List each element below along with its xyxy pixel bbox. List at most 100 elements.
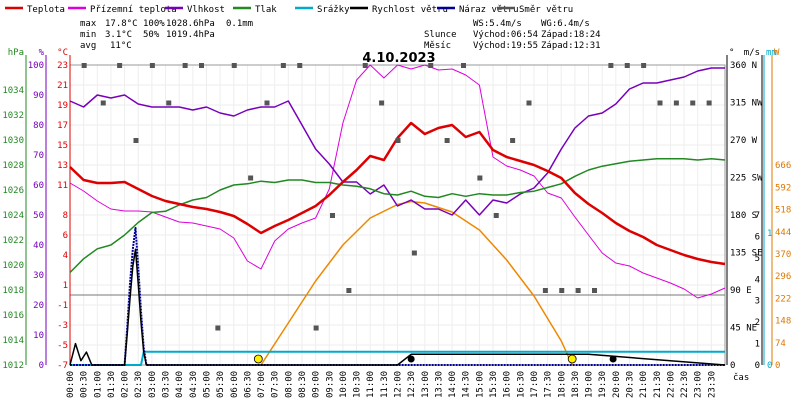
- axis-solar-unit: W: [774, 48, 780, 58]
- x-tick-label: 10:00: [339, 371, 349, 398]
- axis-hpa-tick: 1026: [2, 186, 24, 196]
- stats-wg: WG:6.4m/s: [541, 19, 590, 29]
- stats-block: max 17.8°C 100% 1028.6hPa 0.1mm min 3.1°…: [80, 19, 601, 51]
- stats-min-press: 1019.4hPa: [166, 30, 215, 40]
- x-tick-label: 16:00: [503, 371, 513, 398]
- axis-celsius-tick: 17: [57, 121, 68, 131]
- legend-label: Tlak: [255, 5, 277, 15]
- axis-percent-tick: 20: [33, 301, 44, 311]
- stats-sun-set: Západ:18:24: [541, 30, 601, 40]
- x-tick-label: 04:00: [175, 371, 185, 398]
- wind-direction-point: [411, 250, 417, 256]
- wind-direction-point: [575, 288, 581, 293]
- wind-direction-point: [330, 213, 335, 218]
- axis-hpa-tick: 1018: [2, 286, 24, 296]
- moon-marker-moon-rise: [609, 355, 617, 363]
- legend-label: Náraz větru: [459, 5, 519, 15]
- x-tick-label: 13:00: [421, 371, 431, 398]
- x-tick-label: 01:30: [107, 371, 117, 398]
- wind-direction-point: [264, 100, 270, 106]
- x-tick-label: 16:30: [516, 371, 526, 398]
- axis-celsius-tick: -1: [57, 301, 68, 311]
- axis-celsius-tick: -7: [57, 361, 68, 371]
- legend-label: Srážky: [317, 5, 350, 15]
- axis-percent-tick: 10: [33, 331, 44, 341]
- wind-direction-point: [117, 63, 123, 68]
- x-tick-label: 09:00: [312, 371, 322, 398]
- axis-celsius-tick: -5: [57, 341, 68, 351]
- axis-hpa-tick: 1034: [2, 86, 24, 96]
- wind-direction-point: [313, 325, 319, 331]
- axis-wind-tick: 6: [755, 232, 760, 242]
- x-tick-label: 07:30: [271, 371, 281, 398]
- axis-solar-tick: 74: [775, 339, 786, 349]
- axis-celsius-tick: 23: [57, 61, 68, 71]
- x-tick-label: 00:00: [66, 371, 76, 398]
- stats-sun-label: Slunce: [424, 30, 457, 40]
- axis-percent-tick: 80: [33, 121, 44, 131]
- x-tick-label: 19:00: [585, 371, 595, 398]
- stats-ws: WS:5.4m/s: [473, 19, 522, 29]
- axis-wind-tick: 4: [755, 275, 760, 285]
- wind-direction-point: [641, 63, 647, 68]
- axis-solar-tick: 592: [775, 183, 791, 193]
- sun-marker-sunset: [567, 354, 577, 364]
- wind-direction-point: [444, 138, 450, 143]
- wind-direction-point: [673, 100, 679, 106]
- axis-percent-tick: 30: [33, 271, 44, 281]
- x-tick-label: 22:00: [666, 371, 676, 398]
- x-tick-label: 11:30: [380, 371, 390, 398]
- axis-hpa-tick: 1020: [2, 261, 24, 271]
- wind-direction-point: [199, 63, 204, 68]
- axis-celsius-tick: 1: [63, 281, 68, 291]
- axis-wind-tick: 0: [755, 361, 760, 371]
- stats-max-hum: 100%: [143, 19, 165, 29]
- x-tick-label: 06:30: [243, 371, 253, 398]
- time-axis-label: čas: [733, 372, 749, 383]
- wind-direction-point: [624, 63, 630, 68]
- wind-direction-point: [166, 100, 172, 106]
- axis-percent-tick: 50: [33, 211, 44, 221]
- x-tick-label: 09:30: [325, 371, 335, 398]
- x-tick-label: 18:00: [557, 371, 567, 398]
- wind-direction-point: [608, 63, 614, 68]
- x-tick-label: 14:00: [448, 371, 458, 398]
- axis-solar-tick: 222: [775, 294, 791, 304]
- x-tick-label: 05:30: [216, 371, 226, 398]
- legend-label: Přízemní teplota: [90, 5, 177, 15]
- x-tick-label: 08:00: [284, 371, 294, 398]
- axis-celsius-unit: °C: [57, 48, 68, 58]
- wind-direction-point: [346, 288, 352, 293]
- axis-rain-tick: 1: [767, 229, 772, 239]
- axis-direction-tick: 360 N: [730, 61, 757, 71]
- axis-wind-tick: 3: [755, 297, 760, 307]
- axis-solar-tick: 0: [775, 361, 780, 371]
- x-tick-label: 15:00: [475, 371, 485, 398]
- wind-direction-point: [592, 288, 597, 293]
- axis-celsius-tick: -3: [57, 321, 68, 331]
- x-tick-label: 00:30: [80, 371, 90, 398]
- wind-direction-point: [215, 325, 221, 331]
- x-tick-label: 17:30: [544, 371, 554, 398]
- axis-hpa-tick: 1016: [2, 311, 24, 321]
- x-tick-label: 21:00: [639, 371, 649, 398]
- axis-rain-unit: mm: [766, 48, 777, 58]
- x-tick-label: 15:30: [489, 371, 499, 398]
- x-tick-label: 01:00: [93, 371, 103, 398]
- axis-wind-tick: 7: [755, 211, 760, 221]
- axis-percent-tick: 70: [33, 151, 44, 161]
- x-tick-label: 03:00: [148, 371, 158, 398]
- wind-direction-point: [395, 138, 401, 143]
- axis-direction-tick: 90 E: [730, 286, 752, 296]
- axis-percent-tick: 40: [33, 241, 44, 251]
- wind-direction-point: [362, 63, 368, 68]
- x-tick-label: 07:00: [257, 371, 267, 398]
- axis-percent-tick: 90: [33, 91, 44, 101]
- wind-direction-point: [559, 288, 565, 293]
- x-tick-label: 12:30: [407, 371, 417, 398]
- axis-celsius-tick: 8: [63, 211, 68, 221]
- axis-percent-unit: %: [39, 48, 45, 58]
- axis-solar-tick: 296: [775, 272, 791, 282]
- axis-direction-tick: 270 W: [730, 136, 758, 146]
